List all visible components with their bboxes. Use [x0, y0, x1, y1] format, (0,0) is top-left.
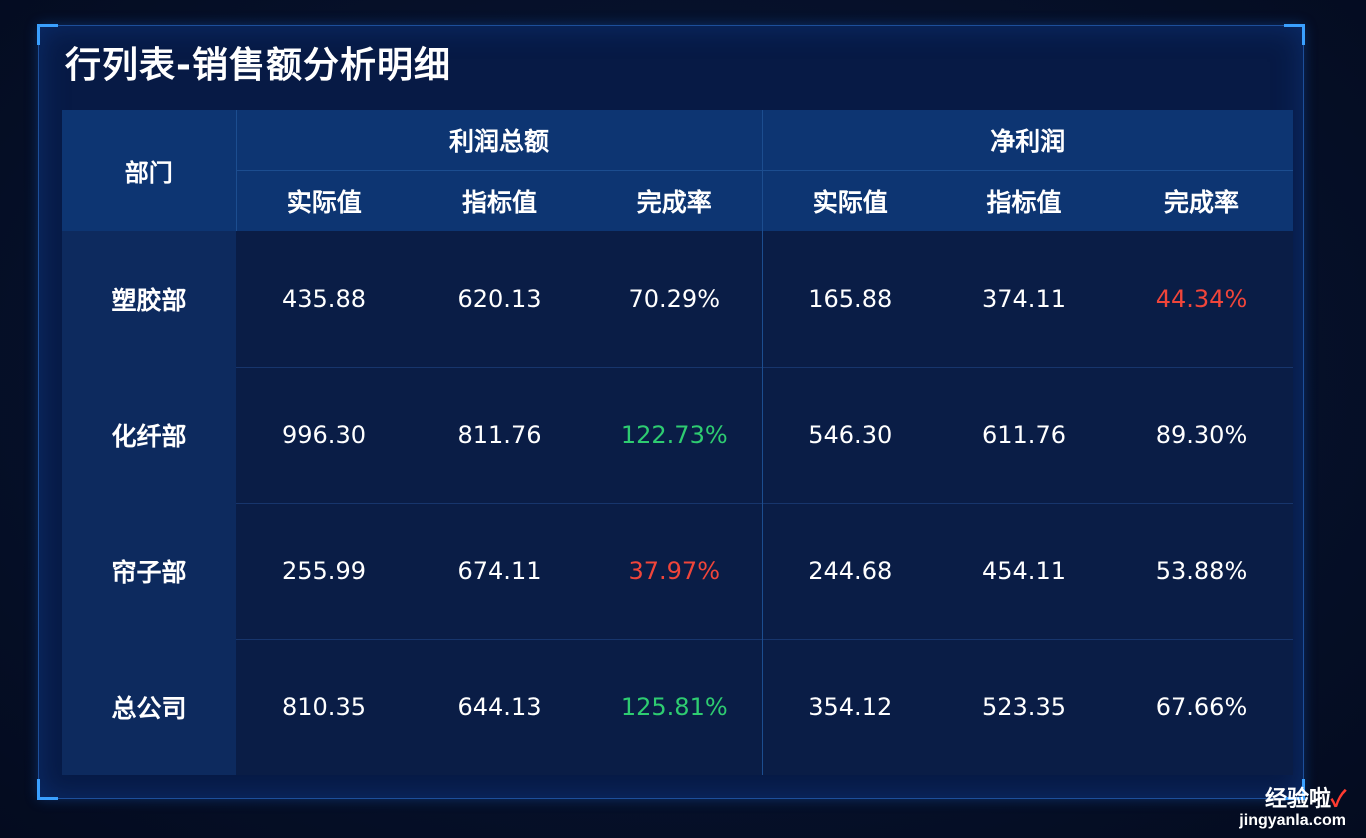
table-cell: 122.73% [587, 366, 763, 503]
watermark: 经验啦✓ jingyanla.com [1239, 786, 1346, 830]
table-cell: 255.99 [236, 502, 412, 639]
page-title: 行列表-销售额分析明细 [65, 45, 451, 86]
table-cell: 44.34% [1110, 231, 1293, 367]
header-sub-rate: 完成率 [1110, 170, 1293, 231]
table-cell: 996.30 [236, 366, 412, 503]
table-cell: 354.12 [762, 638, 938, 775]
table-cell: 125.81% [587, 638, 763, 775]
header-sub-actual: 实际值 [762, 170, 938, 231]
watermark-url: jingyanla.com [1239, 812, 1346, 829]
table-cell: 611.76 [938, 366, 1110, 503]
header-sub-actual: 实际值 [236, 170, 412, 231]
row-dept-label: 总公司 [62, 639, 236, 775]
table-cell: 37.97% [587, 502, 763, 639]
table-cell: 67.66% [1110, 638, 1293, 775]
row-dept-label: 帘子部 [62, 503, 236, 639]
header-sub-target: 指标值 [412, 170, 587, 231]
corner-accent [1284, 24, 1305, 45]
table-row: 塑胶部 435.88 620.13 70.29% 165.88 374.11 44.34% [62, 231, 1293, 367]
table-cell: 244.68 [762, 502, 938, 639]
table-cell: 435.88 [236, 231, 412, 367]
watermark-cn: 经验啦 [1264, 786, 1331, 811]
header-dept: 部门 [62, 110, 237, 231]
table-cell: 546.30 [762, 366, 938, 503]
table-row: 帘子部 255.99 674.11 37.97% 244.68 454.11 53.88% [62, 502, 1293, 639]
row-dept-label: 塑胶部 [62, 231, 236, 367]
table-cell: 811.76 [412, 366, 587, 503]
header-row-groups: 部门 利润总额 净利润 [62, 110, 1293, 231]
table-row: 化纤部 996.30 811.76 122.73% 546.30 611.76 89.30% [62, 366, 1293, 503]
header-group-total-profit: 利润总额 [236, 110, 763, 171]
header-row-subs: 实际值 指标值 完成率 实际值 指标值 完成率 [62, 170, 1293, 231]
header-sub-target: 指标值 [938, 170, 1110, 231]
table-cell: 810.35 [236, 638, 412, 775]
watermark-text: 经验啦✓ [1239, 786, 1346, 812]
table-cell: 165.88 [762, 231, 938, 367]
table-cell: 523.35 [938, 638, 1110, 775]
corner-accent [37, 24, 58, 45]
table-cell: 454.11 [938, 502, 1110, 639]
table-cell: 674.11 [412, 502, 587, 639]
table-cell: 89.30% [1110, 366, 1293, 503]
check-icon: ✓ [1330, 786, 1346, 811]
header-sub-rate: 完成率 [587, 170, 763, 231]
table-cell: 620.13 [412, 231, 587, 367]
header-group-net-profit: 净利润 [762, 110, 1293, 171]
row-dept-label: 化纤部 [62, 367, 236, 503]
corner-accent [1284, 779, 1305, 800]
corner-accent [37, 779, 58, 800]
sales-table: 部门 利润总额 净利润 实际值 指标值 完成率 实际值 指标值 完成率 塑胶部 4… [62, 110, 1293, 775]
table-row: 总公司 810.35 644.13 125.81% 354.12 523.35 67.66% [62, 638, 1293, 775]
table-cell: 644.13 [412, 638, 587, 775]
table-cell: 53.88% [1110, 502, 1293, 639]
table-cell: 374.11 [938, 231, 1110, 367]
table-panel: 行列表-销售额分析明细 部门 利润总额 净利润 实际值 指标值 完成率 实际值 … [37, 24, 1305, 800]
table-cell: 70.29% [587, 231, 763, 367]
